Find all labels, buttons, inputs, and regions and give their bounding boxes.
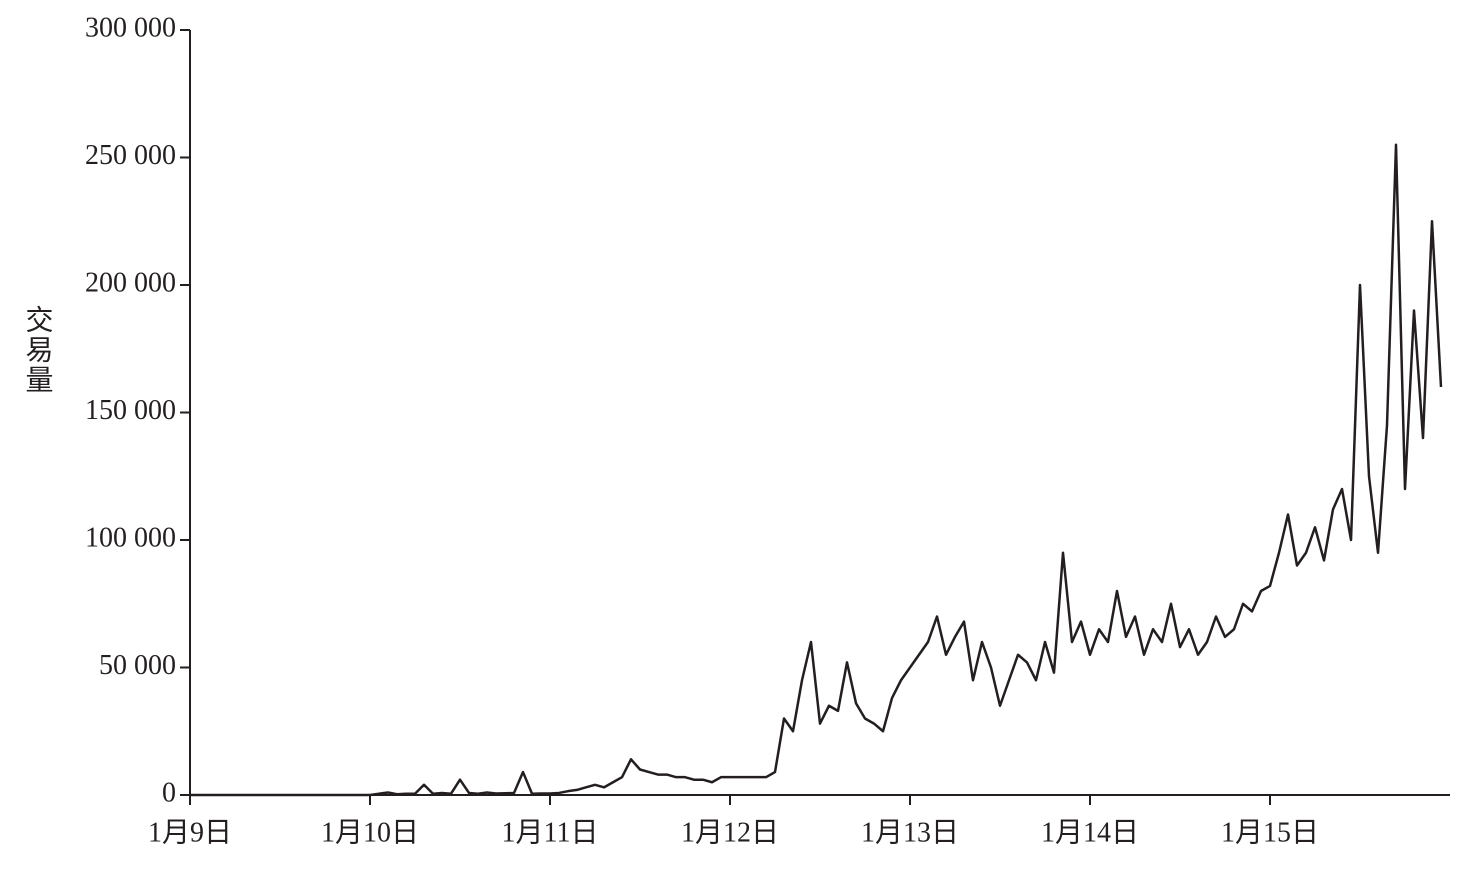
x-tick-label: 1月11日 — [502, 817, 599, 848]
y-tick-label: 150 000 — [85, 395, 176, 426]
y-tick-label: 200 000 — [85, 267, 176, 298]
x-tick-label: 1月12日 — [681, 817, 779, 848]
y-tick-label: 100 000 — [85, 522, 176, 553]
x-tick-label: 1月15日 — [1221, 817, 1319, 848]
data-line — [190, 143, 1443, 797]
y-tick-label: 50 000 — [99, 650, 176, 681]
y-tick-label: 300 000 — [85, 12, 176, 43]
x-tick-label: 1月9日 — [148, 817, 232, 848]
x-tick-label: 1月13日 — [861, 817, 959, 848]
x-tick-label: 1月14日 — [1041, 817, 1139, 848]
y-axis-label: 交易量 — [22, 305, 53, 395]
y-tick-label: 250 000 — [85, 140, 176, 171]
y-tick-label: 0 — [162, 777, 176, 808]
x-tick-label: 1月10日 — [321, 817, 419, 848]
